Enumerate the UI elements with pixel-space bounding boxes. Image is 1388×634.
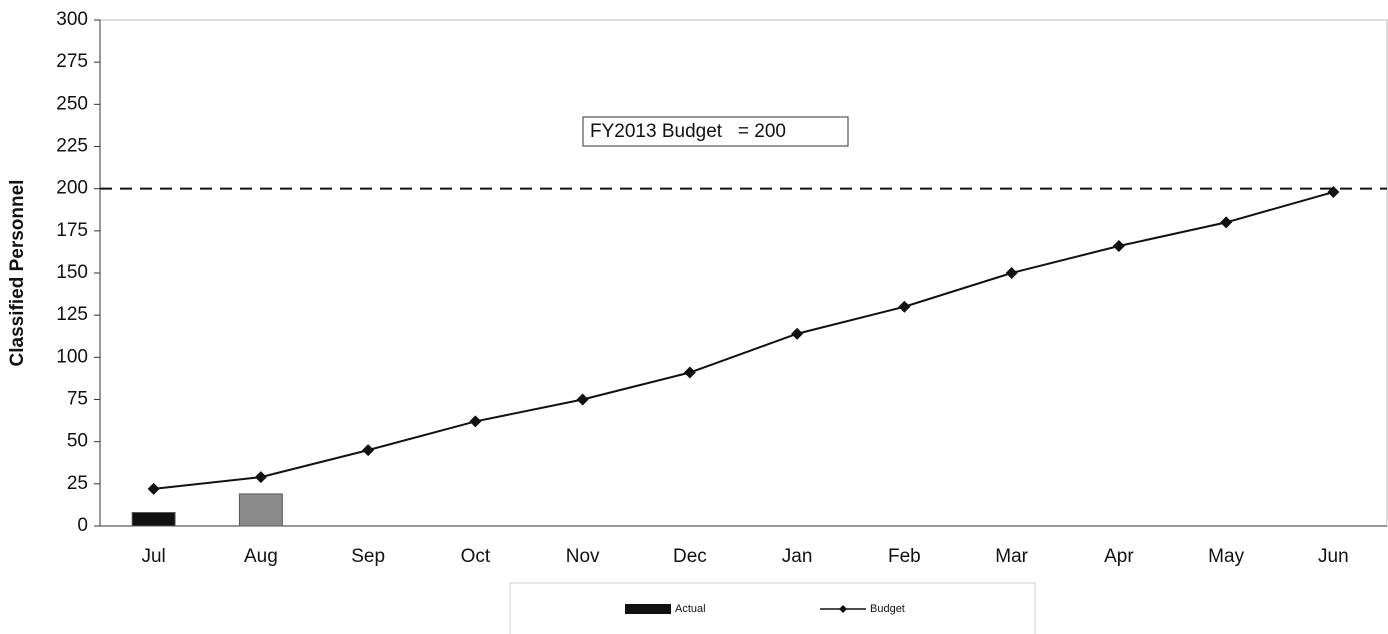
legend xyxy=(509,582,1036,634)
marker xyxy=(362,444,375,457)
x-tick-label: Feb xyxy=(888,546,921,567)
x-tick-label: Oct xyxy=(461,546,491,567)
y-tick-label: 225 xyxy=(56,136,88,157)
marker xyxy=(898,300,911,313)
x-tick-label: Nov xyxy=(566,546,600,567)
marker xyxy=(791,327,804,340)
y-tick-label: 250 xyxy=(56,93,88,114)
y-tick-label: 275 xyxy=(56,51,88,72)
annotation-box xyxy=(582,116,849,147)
x-tick-label: Sep xyxy=(351,546,385,567)
x-tick-label: Jun xyxy=(1318,546,1349,567)
x-tick-label: Jul xyxy=(141,546,165,567)
y-tick-label: 50 xyxy=(67,431,88,452)
y-tick-label: 200 xyxy=(56,178,88,199)
x-tick-label: Jan xyxy=(782,546,813,567)
bar xyxy=(238,493,283,527)
x-tick-label: Apr xyxy=(1104,546,1134,567)
legend-swatch xyxy=(625,604,671,614)
marker xyxy=(1220,216,1233,229)
y-tick-label: 150 xyxy=(56,262,88,283)
y-axis-label: Classified Personnel xyxy=(7,180,28,367)
x-tick-label: Mar xyxy=(995,546,1028,567)
marker xyxy=(254,471,267,484)
marker xyxy=(1327,186,1340,199)
x-tick-label: Aug xyxy=(244,546,278,567)
legend-marker xyxy=(839,605,847,613)
legend-label: Budget xyxy=(870,603,905,615)
marker xyxy=(683,366,696,379)
line xyxy=(153,191,1334,490)
plot-area xyxy=(99,19,1388,527)
y-tick-label: 175 xyxy=(56,220,88,241)
marker xyxy=(576,393,589,406)
y-tick-label: 125 xyxy=(56,304,88,325)
y-tick-label: 75 xyxy=(67,389,88,410)
y-tick-label: 0 xyxy=(77,515,88,536)
y-tick-label: 25 xyxy=(67,473,88,494)
marker xyxy=(1112,240,1125,253)
x-tick-label: Dec xyxy=(673,546,707,567)
marker xyxy=(469,415,482,428)
annotation: FY2013 Budget = 200 xyxy=(590,121,786,142)
legend-label: Actual xyxy=(675,603,706,615)
x-tick-label: May xyxy=(1208,546,1244,567)
bar xyxy=(131,512,176,527)
y-tick-label: 300 xyxy=(56,9,88,30)
marker xyxy=(1005,267,1018,279)
marker xyxy=(147,482,160,495)
y-tick-label: 100 xyxy=(56,346,88,367)
